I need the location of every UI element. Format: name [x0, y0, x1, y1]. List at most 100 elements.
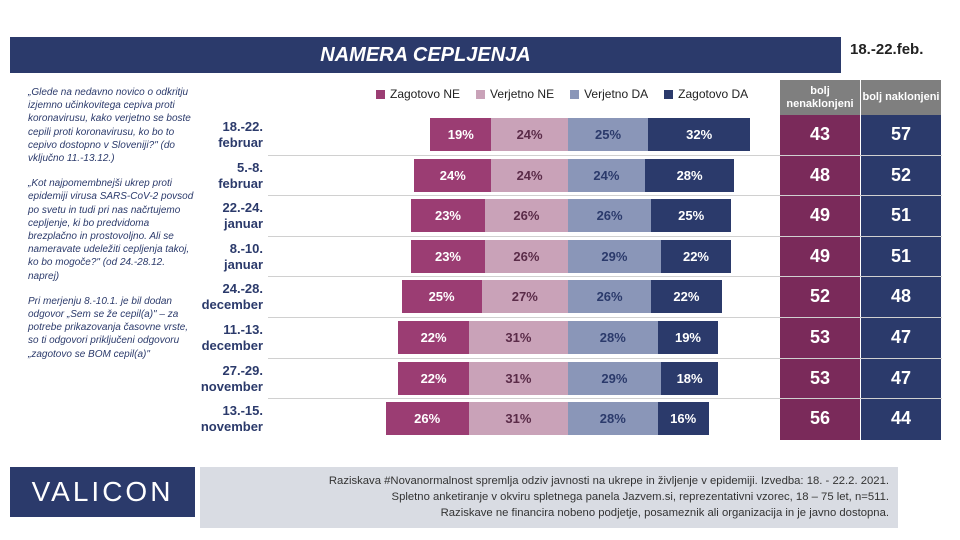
seg-verjetno-ne: 26% — [484, 239, 568, 273]
row-separator — [268, 235, 942, 237]
row-separator — [268, 398, 942, 400]
note-question-2: „Kot najpomembnejši ukrep proti epidemij… — [28, 178, 194, 282]
legend-swatch — [664, 89, 674, 99]
footer-line: Raziskave ne financira nobeno podjetje, … — [440, 507, 889, 519]
legend: Zagotovo NE Verjetno NE Verjetno DA Zago… — [376, 87, 748, 101]
seg-verjetno-ne: 31% — [468, 402, 568, 436]
seg-zagotovo-ne: 24% — [414, 158, 492, 192]
seg-verjetno-ne: 24% — [491, 158, 568, 192]
seg-verjetno-da: 29% — [568, 361, 661, 395]
naklonjeni-value: 52 — [890, 164, 912, 185]
nenaklonjeni-value: 53 — [809, 367, 831, 388]
naklonjeni-value: 51 — [890, 245, 912, 266]
nenaklonjeni-value: 52 — [809, 286, 831, 307]
column-header-naklonjeni: bolj naklonjeni — [861, 80, 941, 115]
category-label: 24.-28. december — [190, 281, 263, 313]
nenaklonjeni-value: 49 — [809, 205, 831, 226]
seg-verjetno-ne: 24% — [491, 118, 568, 151]
seg-verjetno-da: 24% — [568, 158, 645, 192]
seg-verjetno-da: 26% — [568, 280, 652, 314]
legend-swatch — [376, 89, 385, 99]
seg-zagotovo-ne: 23% — [411, 199, 485, 233]
seg-zagotovo-ne: 22% — [398, 361, 469, 395]
category-label-line: januar — [223, 216, 263, 232]
seg-zagotovo-da: 19% — [657, 321, 719, 354]
seg-zagotovo-ne: 23% — [411, 239, 485, 273]
seg-verjetno-da: 25% — [568, 118, 648, 151]
category-label: 18.-22. februar — [190, 119, 263, 151]
legend-item-verjetno-ne: Verjetno NE — [476, 87, 554, 101]
note-remark: Pri merjenju 8.-10.1. je bil dodan odgov… — [28, 295, 189, 360]
footer-note: Raziskava #Novanormalnost spremlja odziv… — [200, 467, 898, 528]
category-label: 27.-29. november — [190, 363, 263, 395]
category-label-line: 11.-13. — [223, 322, 263, 337]
legend-swatch — [570, 89, 580, 99]
naklonjeni-value: 48 — [890, 286, 912, 307]
category-label-line: 22.-24. — [222, 200, 263, 216]
naklonjeni-column — [861, 115, 941, 440]
footer-line: Raziskava #Novanormalnost spremlja odziv… — [328, 475, 889, 487]
seg-zagotovo-da: 22% — [660, 239, 732, 273]
legend-item-zagotovo-da: Zagotovo DA — [664, 87, 748, 101]
category-label-line: december — [201, 338, 263, 353]
seg-verjetno-da: 29% — [568, 239, 661, 273]
naklonjeni-value: 47 — [890, 367, 912, 388]
legend-swatch — [476, 89, 486, 99]
legend-item-verjetno-da: Verjetno DA — [570, 87, 648, 101]
nenaklonjeni-column — [780, 115, 860, 440]
nenaklonjeni-value: 48 — [809, 164, 831, 185]
seg-zagotovo-da: 32% — [648, 118, 751, 151]
chart-title: NAMERA CEPLJENJA — [10, 37, 841, 73]
seg-verjetno-da: 26% — [568, 199, 652, 233]
valicon-logo: VALICON — [10, 467, 195, 517]
seg-verjetno-da: 28% — [568, 321, 658, 354]
row-separator — [268, 316, 942, 318]
date-range: 18.-22.feb. — [850, 41, 924, 58]
seg-zagotovo-da: 28% — [644, 158, 735, 192]
category-label: 8.-10. januar — [190, 241, 263, 273]
nenaklonjeni-value: 49 — [809, 245, 831, 266]
legend-label: Verjetno NE — [490, 87, 555, 101]
row-separator — [268, 357, 942, 359]
seg-zagotovo-ne: 19% — [430, 118, 492, 151]
seg-verjetno-ne: 27% — [481, 280, 568, 314]
seg-verjetno-ne: 31% — [468, 361, 568, 395]
category-label: 13.-15. november — [190, 403, 263, 435]
naklonjeni-value: 57 — [890, 124, 912, 144]
category-label: 5.-8. februar — [190, 160, 263, 192]
seg-zagotovo-da: 18% — [660, 361, 719, 395]
row-separator — [268, 276, 942, 278]
legend-item-zagotovo-ne: Zagotovo NE — [376, 87, 460, 101]
nenaklonjeni-value: 56 — [809, 408, 831, 429]
category-label-line: 5.-8. — [236, 159, 263, 175]
category-label-line: 18.-22. — [222, 119, 263, 134]
category-label-line: februar — [218, 175, 263, 191]
question-notes: „Glede na nedavno novico o odkritju izje… — [28, 86, 198, 373]
legend-label: Zagotovo NE — [390, 87, 461, 101]
category-label-line: 13.-15. — [222, 403, 263, 419]
naklonjeni-value: 51 — [890, 205, 912, 226]
category-label-line: januar — [223, 256, 263, 272]
category-label-line: 27.-29. — [222, 362, 263, 378]
seg-zagotovo-da: 16% — [657, 402, 709, 436]
naklonjeni-value: 47 — [890, 327, 912, 347]
row-separator — [268, 195, 942, 197]
seg-verjetno-da: 28% — [568, 402, 658, 436]
seg-zagotovo-ne: 26% — [385, 402, 469, 436]
category-label-line: december — [201, 297, 263, 313]
category-label-line: 24.-28. — [222, 281, 263, 297]
legend-label: Zagotovo DA — [678, 87, 749, 101]
legend-label: Verjetno DA — [584, 87, 649, 101]
nenaklonjeni-value: 53 — [809, 327, 831, 347]
seg-zagotovo-ne: 25% — [401, 280, 482, 314]
category-label-line: november — [200, 419, 263, 435]
seg-zagotovo-ne: 22% — [398, 321, 469, 354]
seg-verjetno-ne: 31% — [468, 321, 568, 354]
naklonjeni-value: 44 — [890, 408, 912, 429]
seg-zagotovo-da: 25% — [651, 199, 732, 233]
category-label: 22.-24. januar — [190, 200, 263, 232]
nenaklonjeni-value: 43 — [809, 124, 831, 144]
category-label: 11.-13. december — [190, 322, 263, 354]
row-separator — [268, 154, 942, 156]
seg-zagotovo-da: 22% — [651, 280, 722, 314]
